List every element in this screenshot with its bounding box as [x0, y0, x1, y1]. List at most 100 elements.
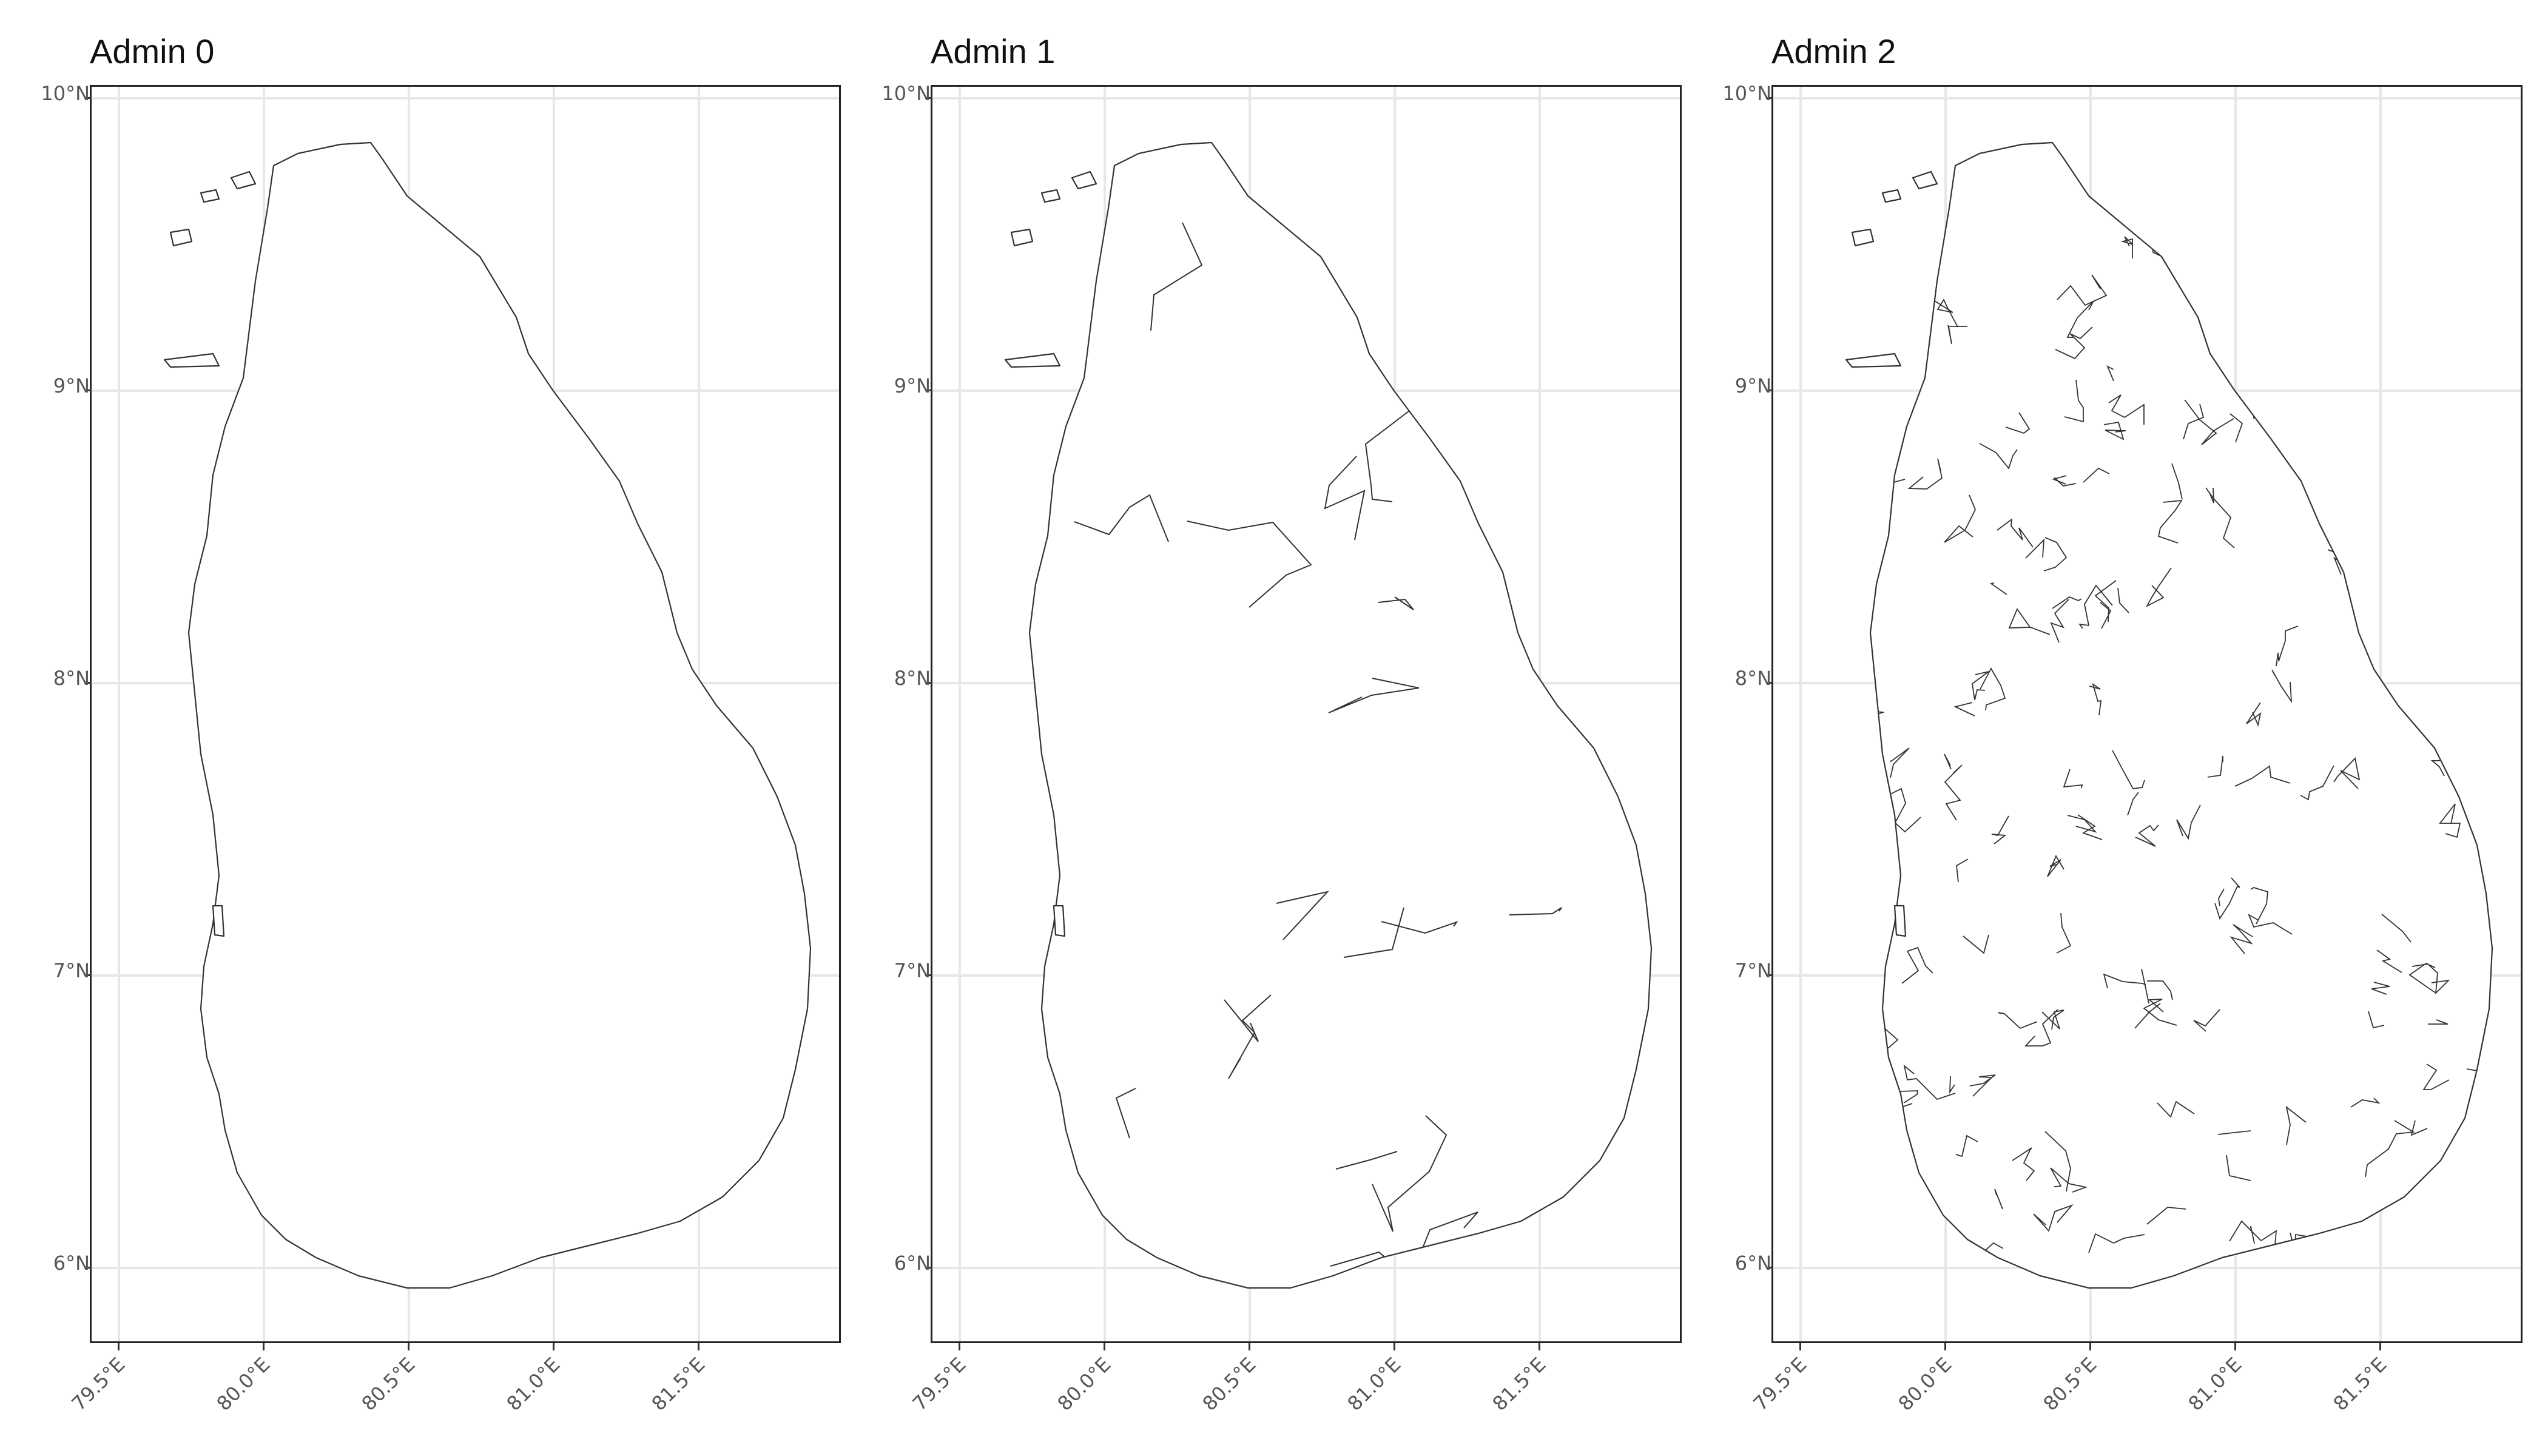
admin-boundary-line: [2365, 228, 2384, 252]
admin-boundary-line: [2410, 1120, 2428, 1136]
panel-title: Admin 1: [931, 32, 1056, 70]
island-outline: [169, 228, 193, 247]
admin-boundary-line: [1149, 1278, 1256, 1288]
panel-admin0: Admin 0 10°N 9°N 8°N 7°N 6°N 79.5°E 80.0…: [0, 0, 849, 1456]
admin-boundary-line: [1228, 994, 1272, 1079]
admin-boundary-line: [2410, 659, 2420, 685]
admin-boundary-line: [2290, 1232, 2324, 1255]
admin-boundary-line: [2088, 1233, 2145, 1253]
admin-boundary-line: [2452, 1245, 2472, 1272]
admin-boundary-line: [2281, 374, 2292, 390]
x-tick-label: 81.5°E: [2328, 1353, 2391, 1415]
map-admin1: [1004, 141, 1653, 1289]
admin-boundary-line: [1276, 891, 1329, 940]
admin-boundary-line: [1509, 907, 1562, 915]
admin-boundary-line: [2381, 914, 2412, 943]
admin-boundary-line: [2217, 1130, 2251, 1135]
admin-boundary-line: [1944, 753, 1952, 770]
admin-boundary-line: [1074, 494, 1169, 542]
island-outline: [1071, 170, 1097, 190]
y-tick-label: 6°N: [53, 1252, 90, 1275]
admin-boundary-line: [1998, 1012, 2038, 1030]
admin-boundary-line: [2368, 1011, 2385, 1029]
admin-boundary-line: [1889, 747, 1910, 778]
admin-boundary-line: [1343, 907, 1404, 958]
island-outline: [1004, 352, 1061, 368]
admin-boundary-line: [1187, 521, 1312, 608]
island-outline: [230, 170, 257, 190]
x-tick-label: 80.5°E: [1198, 1353, 1260, 1415]
admin-boundary-line: [2077, 814, 2103, 840]
admin-boundary-line: [2193, 1009, 2220, 1032]
admin-boundary-line: [2385, 210, 2406, 231]
admin-boundary-line: [2250, 887, 2268, 925]
admin-boundary-line: [2117, 587, 2129, 613]
y-tick-label: 8°N: [53, 667, 90, 690]
admin-boundary-line: [2423, 410, 2449, 436]
admin-boundary-line: [2050, 1167, 2088, 1193]
admin-boundary-line: [2276, 625, 2299, 667]
map-admin2: [1845, 141, 2493, 1289]
panel-title: Admin 2: [1771, 32, 1896, 70]
admin-boundary-line: [2057, 274, 2108, 306]
admin-boundary-line: [2218, 888, 2225, 906]
x-tick-label: 80.5°E: [2038, 1353, 2101, 1415]
admin-boundary-line: [2089, 682, 2102, 716]
admin-boundary-line: [1944, 764, 1963, 821]
admin-boundary-line: [2064, 379, 2084, 423]
panel-admin2: Admin 2 10°N 9°N 8°N 7°N 6°N 79.5°E 80.0…: [1682, 0, 2531, 1456]
admin-boundary-line: [1997, 518, 2034, 548]
admin-boundary-line: [2474, 644, 2492, 703]
island-outline: [163, 352, 220, 368]
admin-boundary-line: [2376, 949, 2402, 973]
country-outline: [1869, 141, 2493, 1289]
island-outline: [1040, 189, 1061, 203]
admin-boundary-line: [1324, 456, 1366, 541]
admin-boundary-line: [1907, 458, 1943, 490]
admin-boundary-line: [1980, 667, 2006, 711]
admin-boundary-line: [2271, 669, 2293, 704]
admin-boundary-line: [2005, 412, 2031, 434]
admin-boundary-line: [2044, 1131, 2071, 1192]
y-tick-label: 6°N: [894, 1252, 931, 1275]
admin-boundary-line: [2247, 306, 2282, 331]
admin-boundary-line: [2054, 477, 2077, 487]
admin-boundary-line: [2106, 365, 2114, 382]
admin-boundary-line: [2145, 567, 2172, 608]
x-tick-label: 81.0°E: [1343, 1353, 1405, 1415]
admin-boundary-line: [1991, 815, 2009, 844]
admin-boundary-line: [2033, 1204, 2074, 1232]
admin-boundary-line: [2468, 419, 2492, 436]
admin-boundary-line: [1543, 197, 1639, 243]
admin-boundary-line: [1461, 198, 1494, 243]
admin-boundary-line: [1523, 246, 1586, 401]
admin-boundary-line: [2066, 300, 2094, 338]
admin-boundary-line: [2056, 912, 2072, 954]
y-tick-label: 10°N: [41, 82, 90, 105]
admin-boundary-line: [2365, 1120, 2415, 1178]
admin-boundary-line: [1870, 817, 1878, 832]
y-tick-label: 9°N: [1734, 374, 1771, 397]
admin-boundary-line: [2387, 1236, 2435, 1259]
admin-boundary-line: [1335, 1151, 1398, 1170]
admin-boundary-line: [1364, 405, 1417, 502]
y-tick-label: 7°N: [894, 959, 931, 982]
x-tick-label: 81.5°E: [647, 1353, 709, 1415]
admin-boundary-line: [1953, 702, 1975, 716]
admin-boundary-line: [1340, 207, 1367, 265]
admin-boundary-line: [2230, 924, 2253, 954]
admin-boundary-line: [2411, 366, 2435, 378]
island-outline: [1893, 905, 1907, 937]
admin-boundary-line: [2176, 804, 2201, 840]
admin-boundary-line: [2103, 973, 2146, 989]
admin-boundary-line: [2327, 538, 2361, 555]
x-tick-label: 80.5°E: [357, 1353, 419, 1415]
admin-boundary-line: [1381, 921, 1458, 934]
admin-boundary-line: [2287, 449, 2310, 462]
y-tick-label: 8°N: [1734, 667, 1771, 690]
admin-boundary-line: [2345, 146, 2407, 208]
island-outline: [200, 189, 220, 203]
admin-boundary-line: [1328, 678, 1420, 713]
admin-boundary-line: [2112, 750, 2145, 789]
admin-boundary-line: [1969, 1074, 1996, 1097]
